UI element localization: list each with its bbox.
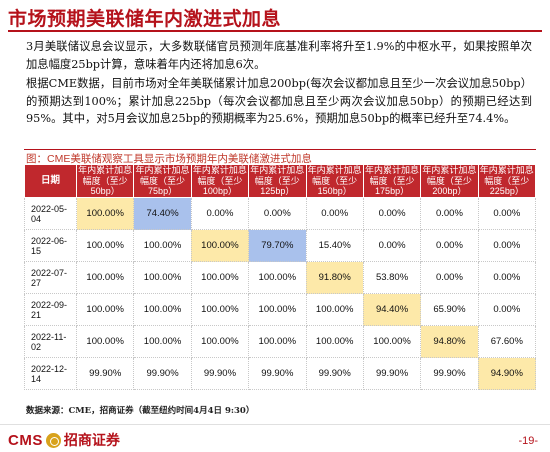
- column-header: 年内累计加息幅度（至少50bp）: [75, 164, 135, 198]
- table-cell: 100.00%: [133, 229, 192, 262]
- table-cell: 94.40%: [362, 293, 422, 326]
- column-header: 年内累计加息幅度（至少175bp）: [362, 164, 422, 198]
- table-cell: 0.00%: [420, 261, 479, 294]
- table-cell: 15.40%: [305, 229, 364, 262]
- table-cell: 94.90%: [477, 357, 537, 390]
- table-cell: 100.00%: [133, 261, 192, 294]
- table-row: 2022-12-14 99.90% 99.90% 99.90% 99.90% 9…: [24, 357, 537, 390]
- column-header: 年内累计加息幅度（至少200bp）: [420, 164, 479, 198]
- table-cell: 100.00%: [75, 261, 135, 294]
- table-cell: 100.00%: [190, 293, 250, 326]
- footer-divider: [0, 424, 550, 425]
- table-cell: 0.00%: [477, 261, 537, 294]
- table-cell: 0.00%: [362, 229, 422, 262]
- table-cell: 99.90%: [420, 357, 479, 390]
- table-row: 2022-05-04 100.00% 74.40% 0.00% 0.00% 0.…: [24, 197, 537, 230]
- row-date: 2022-06-15: [24, 229, 77, 262]
- table-row: 2022-07-27 100.00% 100.00% 100.00% 100.0…: [24, 261, 537, 294]
- table-cell: 100.00%: [75, 293, 135, 326]
- table-cell: 100.00%: [362, 325, 422, 358]
- column-header: 年内累计加息幅度（至少150bp）: [305, 164, 364, 198]
- column-header: 年内累计加息幅度（至少75bp）: [133, 164, 192, 198]
- table-cell: 100.00%: [133, 293, 192, 326]
- table-cell: 0.00%: [477, 197, 537, 230]
- table-cell: 99.90%: [75, 357, 135, 390]
- table-cell: 100.00%: [133, 325, 192, 358]
- logo-chinese-text: 招商证券: [63, 433, 120, 449]
- table-cell: 0.00%: [305, 197, 364, 230]
- table-cell: 100.00%: [190, 325, 250, 358]
- date-column-header: 日期: [24, 164, 77, 198]
- table-cell: 79.70%: [248, 229, 307, 262]
- table-cell: 94.80%: [420, 325, 479, 358]
- row-date: 2022-09-21: [24, 293, 77, 326]
- table-cell: 74.40%: [133, 197, 192, 230]
- table-row: 2022-11-02 100.00% 100.00% 100.00% 100.0…: [24, 325, 537, 358]
- data-source-note: 数据来源：CME，招商证券（截至纽约时间4月4日 9:30）: [26, 406, 255, 416]
- logo-latin-text: CMS: [8, 431, 43, 449]
- column-header: 年内累计加息幅度（至少125bp）: [248, 164, 307, 198]
- column-header: 年内累计加息幅度（至少225bp）: [477, 164, 537, 198]
- paragraph-cme-expectations: 根据CME数据，目前市场对全年美联储累计加息200bp(每次会议都加息且至少一次…: [26, 77, 532, 125]
- table-cell: 100.00%: [248, 261, 307, 294]
- column-header: 年内累计加息幅度（至少100bp）: [190, 164, 250, 198]
- table-cell: 100.00%: [75, 325, 135, 358]
- table-cell: 100.00%: [75, 197, 135, 230]
- title-divider: [8, 30, 542, 32]
- table-cell: 99.90%: [248, 357, 307, 390]
- table-cell: 65.90%: [420, 293, 479, 326]
- figure-caption: 图：CME美联储观察工具显示市场预期年内美联储激进式加息: [24, 149, 536, 165]
- page-title: 市场预期美联储年内激进式加息: [8, 8, 282, 30]
- table-cell: 100.00%: [248, 293, 307, 326]
- table-cell: 53.80%: [362, 261, 422, 294]
- page-number: -19-: [518, 435, 538, 447]
- table-cell: 100.00%: [305, 325, 364, 358]
- table-cell: 99.90%: [305, 357, 364, 390]
- table-cell: 0.00%: [477, 293, 537, 326]
- table-cell: 67.60%: [477, 325, 537, 358]
- paragraph-fed-dot-plot: 3月美联储议息会议显示，大多数联储官员预测年底基准利率将升至1.9%的中枢水平，…: [26, 40, 532, 71]
- table-cell: 0.00%: [477, 229, 537, 262]
- table-cell: 99.90%: [190, 357, 250, 390]
- table-cell: 0.00%: [362, 197, 422, 230]
- table-cell: 0.00%: [248, 197, 307, 230]
- table-row: 2022-09-21 100.00% 100.00% 100.00% 100.0…: [24, 293, 537, 326]
- table-header-row: 日期 年内累计加息幅度（至少50bp） 年内累计加息幅度（至少75bp） 年内累…: [24, 164, 537, 198]
- row-date: 2022-12-14: [24, 357, 77, 390]
- row-date: 2022-07-27: [24, 261, 77, 294]
- table-cell: 0.00%: [190, 197, 250, 230]
- table-cell: 99.90%: [362, 357, 422, 390]
- table-cell: 100.00%: [305, 293, 364, 326]
- table-cell: 100.00%: [248, 325, 307, 358]
- cms-logo: CMS 招商证券: [8, 430, 120, 450]
- table-cell: 0.00%: [420, 229, 479, 262]
- table-cell: 100.00%: [75, 229, 135, 262]
- table-row: 2022-06-15 100.00% 100.00% 100.00% 79.70…: [24, 229, 537, 262]
- table-cell: 99.90%: [133, 357, 192, 390]
- table-cell: 0.00%: [420, 197, 479, 230]
- rate-hike-probability-table: 日期 年内累计加息幅度（至少50bp） 年内累计加息幅度（至少75bp） 年内累…: [24, 164, 537, 390]
- table-cell: 100.00%: [190, 261, 250, 294]
- row-date: 2022-05-04: [24, 197, 77, 230]
- row-date: 2022-11-02: [24, 325, 77, 358]
- table-cell: 91.80%: [305, 261, 364, 294]
- table-cell: 100.00%: [190, 229, 250, 262]
- cms-emblem-icon: [45, 432, 61, 448]
